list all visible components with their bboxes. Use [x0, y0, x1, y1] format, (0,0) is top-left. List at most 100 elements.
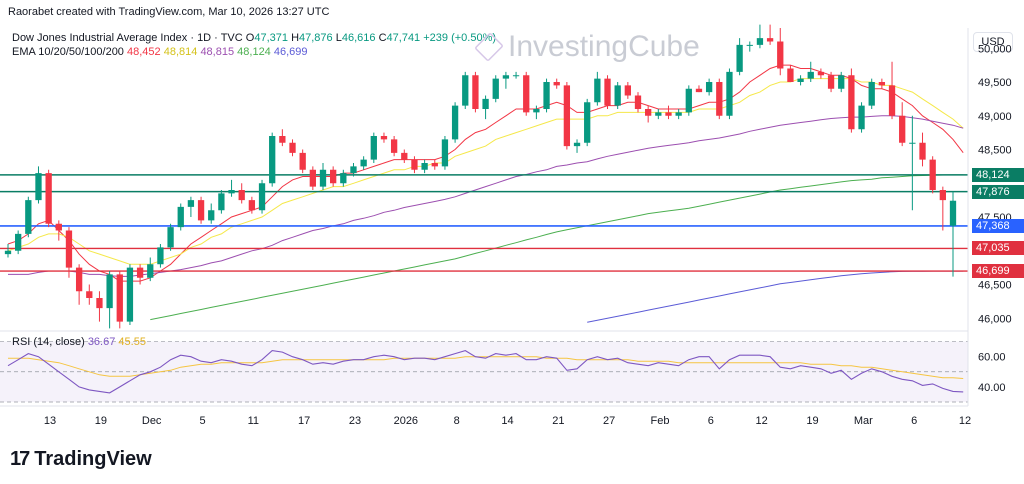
candle-body: [106, 274, 113, 309]
level-price-tag: 46,699: [972, 264, 1024, 279]
candle-body: [411, 159, 418, 170]
x-tick-label: 19: [95, 415, 107, 427]
price-tick-label: 50,000: [978, 43, 1012, 55]
tradingview-logo: 17 TradingView: [10, 448, 152, 471]
candle-body: [208, 210, 215, 221]
ema50-value: 48,815: [200, 46, 235, 58]
candle-body: [848, 75, 855, 130]
candle-body: [756, 38, 764, 45]
x-tick-label: 14: [501, 415, 513, 427]
ema-line: EMA 10/20/50/100/200 48,452 48,814 48,81…: [12, 46, 308, 58]
candle-body: [157, 247, 164, 265]
candle-body: [899, 115, 906, 143]
candle-body: [614, 85, 621, 106]
x-tick-label: 12: [959, 415, 971, 427]
currency-button[interactable]: USD: [973, 32, 1013, 52]
candle-body: [25, 200, 32, 234]
candle-body: [248, 200, 256, 211]
rsi-ma-line: [8, 356, 964, 379]
ema-label: EMA 10/20/50/100/200: [12, 46, 124, 58]
level-price-tag: 48,124: [972, 167, 1024, 182]
candle-body: [523, 75, 530, 113]
level-price-tag: 47,368: [972, 218, 1024, 233]
x-tick-label: 27: [603, 415, 615, 427]
candle-body: [584, 102, 591, 143]
candle-body: [726, 71, 733, 116]
x-tick-label: 21: [552, 415, 564, 427]
candle-body: [502, 75, 510, 79]
x-tick-label: Mar: [854, 415, 873, 427]
ema20-line: [7, 78, 964, 265]
candle-body: [289, 142, 296, 153]
candle-body: [888, 85, 896, 116]
candle-body: [441, 139, 449, 167]
candle-body: [716, 82, 723, 116]
candle-body: [909, 142, 916, 144]
candle-body: [126, 267, 134, 322]
ema10-value: 48,452: [127, 46, 161, 58]
tradingview-logo-icon: 17: [10, 448, 30, 470]
x-tick-label: 6: [911, 415, 917, 427]
candle-body: [563, 85, 571, 147]
candle-body: [309, 169, 316, 187]
symbol-title: Dow Jones Industrial Average Index · 1D …: [12, 32, 243, 44]
candle-body: [573, 142, 581, 147]
candle-body: [797, 78, 804, 82]
candle-body: [492, 78, 499, 99]
candle-body: [218, 193, 225, 211]
x-tick-label: 12: [756, 415, 768, 427]
candle-body: [929, 159, 936, 190]
candle-body: [462, 75, 469, 106]
candle-body: [451, 105, 459, 140]
candle-body: [167, 227, 174, 248]
x-tick-label: 19: [806, 415, 818, 427]
candle-body: [533, 109, 540, 113]
price-tick-label: 49,500: [978, 77, 1012, 89]
candle-body: [228, 190, 235, 194]
candle-body: [787, 68, 794, 82]
candle-body: [177, 206, 184, 228]
candle-body: [766, 38, 774, 42]
rsi-tick-label: 60.00: [978, 352, 1006, 364]
candle-body: [319, 169, 327, 187]
price-tick-label: 48,500: [978, 145, 1012, 157]
candle-body: [675, 112, 682, 116]
candle-body: [65, 230, 73, 268]
candle-body: [949, 200, 957, 226]
x-tick-label: 17: [298, 415, 310, 427]
ema50-line: [8, 115, 964, 277]
level-price-tag: 47,876: [972, 184, 1024, 199]
x-tick-label: 6: [708, 415, 714, 427]
candle-body: [15, 233, 22, 251]
x-tick-label: Feb: [651, 415, 670, 427]
candle-body: [350, 166, 357, 174]
x-tick-label: Dec: [142, 415, 162, 427]
candle-body: [878, 82, 886, 86]
level-price-tag: 47,035: [972, 241, 1024, 256]
candle-body: [939, 190, 946, 201]
watermark: InvestingCube: [474, 30, 700, 64]
candle-body: [116, 274, 123, 322]
candle-body: [45, 173, 52, 224]
candle-body: [390, 139, 398, 153]
ohlc-c: 47,741: [386, 32, 421, 44]
candle-body: [147, 264, 154, 278]
rsi-ma-value: 45.55: [118, 336, 146, 348]
candle-body: [197, 200, 205, 221]
watermark-text: InvestingCube: [508, 30, 700, 63]
credit-line: Raorabet created with TradingView.com, M…: [8, 6, 330, 18]
x-tick-label: 2026: [394, 415, 418, 427]
candle-body: [705, 82, 713, 93]
ema100-line: [150, 174, 964, 321]
rsi-line: [7, 350, 964, 394]
currency-label: USD: [981, 36, 1005, 48]
candle-body: [330, 169, 337, 184]
candle-body: [370, 136, 377, 160]
candle-body: [482, 98, 489, 109]
price-tick-label: 49,000: [978, 111, 1012, 123]
ema200-value: 46,699: [273, 46, 308, 58]
candle-body: [299, 152, 306, 170]
candle-body: [807, 71, 814, 79]
ohlc-change: +239 (+0.50%): [423, 32, 497, 44]
